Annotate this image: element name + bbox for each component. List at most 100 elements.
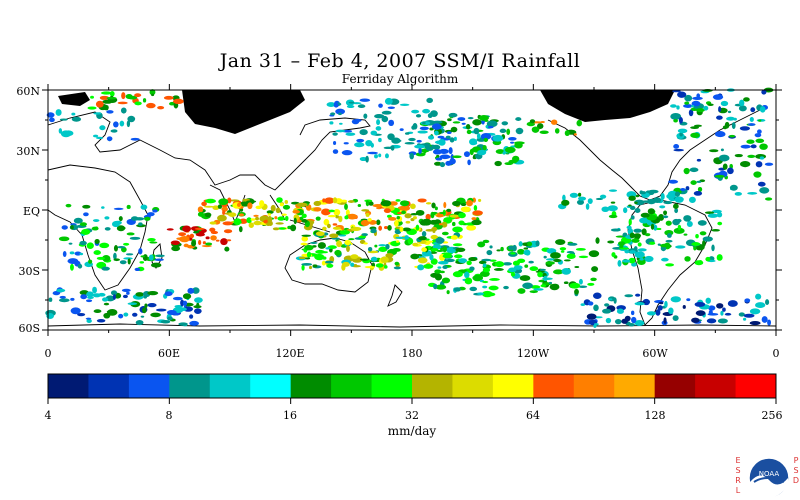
rain-cell [445, 258, 455, 263]
rain-cell [393, 266, 401, 270]
rain-cell [668, 307, 674, 315]
rain-cell [634, 208, 641, 214]
rain-cell [716, 211, 723, 218]
rain-cell [394, 229, 402, 235]
rain-cell [482, 145, 487, 151]
rain-cell [338, 112, 342, 116]
rain-cell [458, 220, 465, 226]
rain-cell [432, 149, 443, 155]
rain-cell [513, 265, 523, 270]
rain-cell [46, 112, 55, 118]
rain-cell [384, 97, 393, 105]
rain-cell [720, 310, 724, 316]
rain-cell [517, 288, 526, 294]
rain-cell [493, 268, 504, 271]
rain-cell [385, 253, 394, 258]
rain-cell [274, 216, 278, 220]
rain-cell [433, 283, 438, 290]
rain-cell [749, 321, 761, 326]
rain-cell [673, 203, 679, 209]
rain-cell [384, 226, 388, 230]
rain-cell [519, 275, 531, 282]
rain-cell [142, 98, 147, 103]
rain-cell [92, 134, 99, 138]
rain-cell [535, 240, 540, 247]
rain-cell [717, 318, 728, 324]
rain-cell [445, 135, 451, 139]
rain-cell [282, 204, 291, 210]
rain-cell [466, 260, 472, 266]
logo-letter: D [792, 476, 800, 485]
rain-cell [172, 296, 183, 301]
rain-cell [388, 216, 397, 221]
rain-cell [707, 213, 719, 218]
rain-cell [457, 117, 466, 121]
rain-cell [686, 298, 691, 302]
rain-cell [607, 205, 618, 212]
rain-cell [492, 134, 504, 142]
rain-cell [345, 209, 350, 216]
rain-cell [666, 233, 672, 238]
rain-cell [578, 285, 588, 289]
rain-cell [743, 97, 750, 102]
rain-cell [675, 245, 686, 249]
rain-cell [116, 225, 126, 232]
rain-cell [750, 107, 756, 113]
rain-cell [378, 246, 388, 252]
rain-cell [629, 205, 636, 210]
rain-cell [602, 308, 612, 314]
rain-cell [365, 212, 370, 217]
rain-cell [729, 134, 736, 138]
rain-cell [370, 228, 377, 234]
rain-cell [237, 202, 241, 207]
rain-cell [430, 247, 439, 252]
rain-cell [430, 110, 438, 117]
colorbar-swatch [735, 374, 777, 398]
rain-cell [591, 266, 599, 273]
rain-cell [119, 120, 125, 127]
rain-cell [478, 198, 482, 202]
rain-cell [437, 135, 445, 139]
rain-cell [359, 258, 370, 261]
colorbar-label-256: 256 [761, 409, 783, 422]
rain-cell [633, 228, 642, 233]
rain-cell [690, 132, 700, 138]
rain-cell [80, 294, 88, 300]
rain-cell [93, 250, 101, 256]
rain-cell [508, 267, 517, 273]
rain-cell [478, 115, 489, 121]
colorbar-swatch [290, 374, 332, 398]
rain-cell [140, 204, 148, 210]
rain-cell [665, 263, 675, 267]
rain-cell [634, 201, 638, 205]
rain-cell [450, 235, 458, 240]
rain-cell [469, 266, 475, 271]
rain-cell [292, 209, 300, 214]
lon-label-60e: 60E [157, 347, 181, 360]
logo-letter: P [793, 456, 799, 465]
rain-cell [664, 300, 668, 308]
rain-cell [500, 246, 504, 252]
rain-cell [758, 119, 762, 122]
rain-cell [743, 313, 755, 318]
rain-cell [267, 213, 272, 216]
rain-cell [641, 191, 646, 195]
rain-cell [592, 292, 602, 299]
rain-cell [281, 213, 287, 216]
rain-cell [536, 123, 544, 130]
rain-cell [608, 214, 618, 219]
lat-label-60s: 60S [18, 322, 40, 335]
rain-cell [86, 291, 94, 298]
rain-cell [755, 293, 762, 300]
rain-cell [428, 135, 435, 140]
rain-cell [447, 118, 452, 122]
rain-cell [631, 238, 640, 243]
rain-cell [685, 186, 690, 191]
rain-cell [346, 245, 350, 252]
rain-cell [657, 305, 663, 311]
rain-cell [71, 112, 76, 116]
rain-cell [437, 266, 442, 269]
rain-cell [215, 239, 220, 242]
rain-cell [330, 112, 336, 116]
rain-cell [381, 110, 392, 115]
